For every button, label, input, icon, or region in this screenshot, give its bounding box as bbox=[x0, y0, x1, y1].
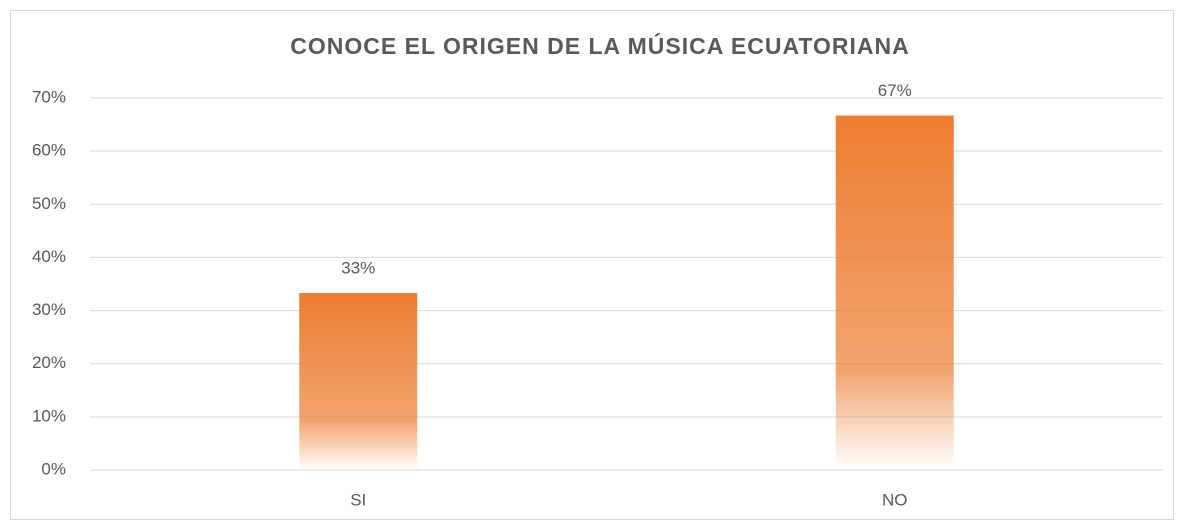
x-tick-label: SI bbox=[350, 490, 366, 509]
y-tick-label: 40% bbox=[32, 247, 66, 266]
y-tick-label: 10% bbox=[32, 406, 66, 425]
y-tick-label: 70% bbox=[32, 87, 66, 106]
bar bbox=[835, 115, 954, 470]
y-tick-label: 60% bbox=[32, 141, 66, 160]
chart-title: CONOCE EL ORIGEN DE LA MÚSICA ECUATORIAN… bbox=[290, 32, 909, 59]
chart-frame bbox=[10, 10, 1174, 520]
x-tick-label: NO bbox=[882, 490, 908, 509]
y-tick-label: 0% bbox=[41, 459, 66, 478]
y-tick-label: 30% bbox=[32, 300, 66, 319]
bar bbox=[299, 293, 418, 470]
data-label: 67% bbox=[878, 81, 912, 100]
data-label: 33% bbox=[341, 259, 375, 278]
y-tick-label: 20% bbox=[32, 353, 66, 372]
y-tick-label: 50% bbox=[32, 194, 66, 213]
